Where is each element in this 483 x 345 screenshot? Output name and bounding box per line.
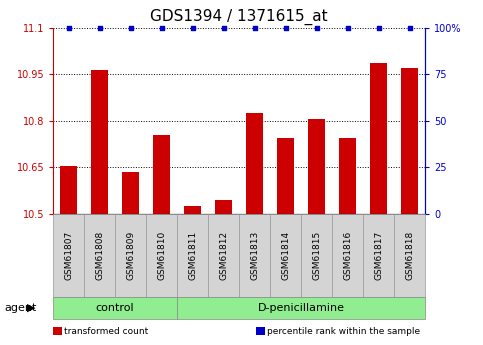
Bar [60, 166, 77, 214]
Text: GSM61808: GSM61808 [95, 231, 104, 280]
Text: GSM61818: GSM61818 [405, 231, 414, 280]
Text: GSM61807: GSM61807 [64, 231, 73, 280]
Bar [215, 200, 232, 214]
Point [406, 25, 413, 30]
Point [344, 25, 352, 30]
Text: GSM61811: GSM61811 [188, 231, 197, 280]
Text: GSM61815: GSM61815 [312, 231, 321, 280]
Point [375, 25, 383, 30]
Point [127, 25, 134, 30]
Text: GSM61816: GSM61816 [343, 231, 352, 280]
Point [282, 25, 289, 30]
Point [158, 25, 166, 30]
Title: GDS1394 / 1371615_at: GDS1394 / 1371615_at [150, 9, 328, 25]
Text: GSM61809: GSM61809 [126, 231, 135, 280]
Point [251, 25, 258, 30]
Point [189, 25, 197, 30]
Text: agent: agent [5, 303, 37, 313]
Text: GSM61812: GSM61812 [219, 231, 228, 280]
Text: GSM61810: GSM61810 [157, 231, 166, 280]
Point [96, 25, 103, 30]
Bar [122, 172, 139, 214]
Bar [401, 68, 418, 214]
Text: control: control [96, 303, 134, 313]
Bar [153, 135, 170, 214]
Bar [184, 206, 201, 214]
Text: ▶: ▶ [27, 303, 36, 313]
Bar [370, 63, 387, 214]
Bar [308, 119, 325, 214]
Text: GSM61817: GSM61817 [374, 231, 383, 280]
Text: D-penicillamine: D-penicillamine [257, 303, 344, 313]
Point [220, 25, 227, 30]
Point [65, 25, 72, 30]
Text: transformed count: transformed count [64, 327, 148, 336]
Text: percentile rank within the sample: percentile rank within the sample [267, 327, 420, 336]
Point [313, 25, 320, 30]
Text: GSM61814: GSM61814 [281, 231, 290, 280]
Bar [246, 113, 263, 214]
Bar [277, 138, 294, 214]
Bar [91, 70, 108, 214]
Text: GSM61813: GSM61813 [250, 231, 259, 280]
Bar [339, 138, 356, 214]
